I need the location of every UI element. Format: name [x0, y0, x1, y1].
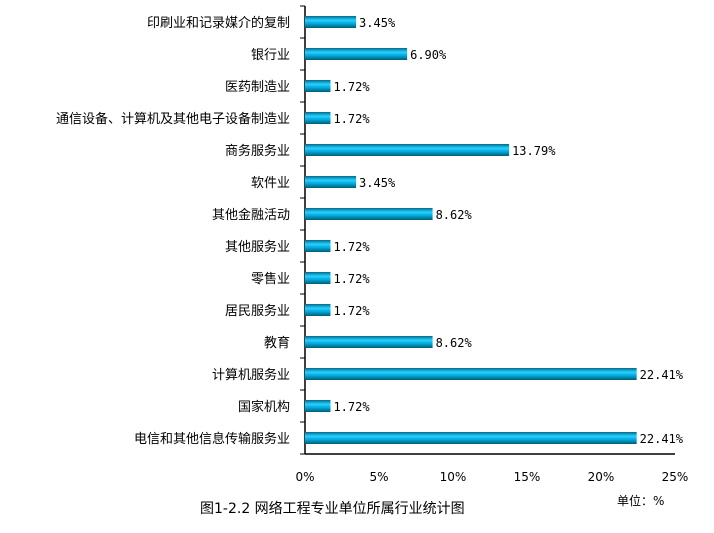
- value-label: 13.79%: [512, 144, 556, 158]
- chart-title: 图1-2.2 网络工程专业单位所属行业统计图: [200, 501, 465, 517]
- category-label: 商务服务业: [225, 143, 290, 159]
- value-label: 3.45%: [359, 176, 396, 190]
- bar: [305, 144, 510, 156]
- category-label: 零售业: [251, 271, 290, 287]
- bar: [305, 272, 331, 284]
- bar: [305, 208, 433, 220]
- bar: [305, 48, 408, 60]
- value-label: 1.72%: [333, 112, 370, 126]
- value-label: 6.90%: [410, 48, 447, 62]
- category-label: 银行业: [251, 48, 290, 63]
- value-label: 1.72%: [333, 272, 370, 286]
- x-tick-label: 10%: [440, 470, 467, 484]
- bar: [305, 112, 331, 124]
- category-label: 计算机服务业: [212, 367, 290, 383]
- value-label: 8.62%: [436, 208, 473, 222]
- bar: [305, 80, 331, 92]
- x-tick-label: 5%: [369, 470, 388, 484]
- bar: [305, 304, 331, 316]
- x-tick-label: 0%: [295, 470, 314, 484]
- category-label: 其他服务业: [225, 239, 290, 255]
- value-label: 8.62%: [436, 336, 473, 350]
- bar: [305, 16, 357, 28]
- x-tick-label: 25%: [662, 470, 689, 484]
- category-label: 国家机构: [238, 399, 290, 415]
- x-tick-label: 20%: [588, 470, 615, 484]
- category-label: 居民服务业: [225, 303, 290, 319]
- value-label: 1.72%: [333, 80, 370, 94]
- unit-label: 单位：%: [617, 494, 665, 508]
- bar: [305, 176, 357, 188]
- value-label: 22.41%: [640, 368, 684, 382]
- bar: [305, 240, 331, 252]
- value-label: 1.72%: [333, 400, 370, 414]
- bar: [305, 432, 637, 444]
- category-label: 通信设备、计算机及其他电子设备制造业: [56, 111, 290, 127]
- value-label: 22.41%: [640, 432, 684, 446]
- value-label: 1.72%: [333, 240, 370, 254]
- category-label: 医药制造业: [225, 80, 290, 95]
- bar: [305, 368, 637, 380]
- category-label: 其他金融活动: [212, 207, 290, 223]
- category-label: 电信和其他信息传输服务业: [134, 431, 290, 447]
- value-label: 1.72%: [333, 304, 370, 318]
- category-label: 软件业: [251, 176, 290, 191]
- x-tick-label: 15%: [514, 470, 541, 484]
- bar: [305, 400, 331, 412]
- category-label: 教育: [264, 335, 290, 351]
- bar: [305, 336, 433, 348]
- category-label: 印刷业和记录媒介的复制: [147, 15, 290, 31]
- value-label: 3.45%: [359, 16, 396, 30]
